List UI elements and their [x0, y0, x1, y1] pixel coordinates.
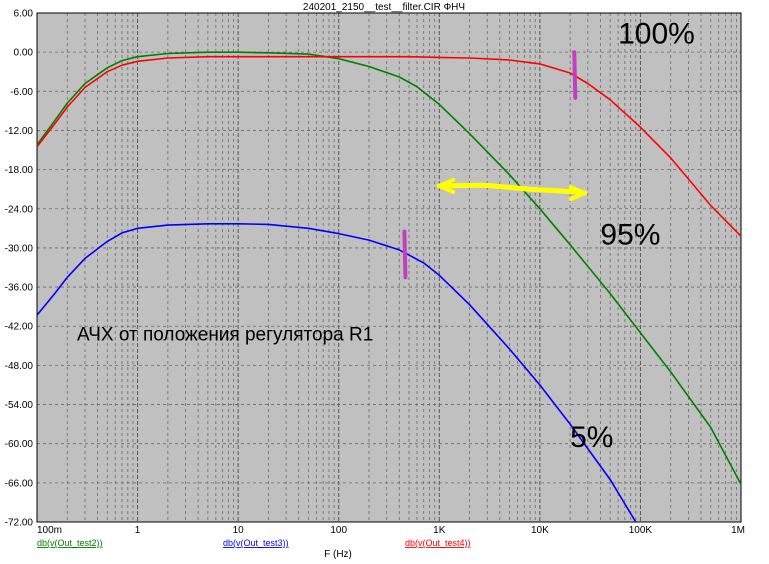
plot-area — [37, 13, 741, 522]
y-tick-label: -24.00 — [5, 204, 34, 215]
yellow-arrow-head-right — [568, 185, 587, 202]
purple-marker — [572, 50, 578, 100]
y-tick-label: -48.00 — [5, 361, 34, 372]
y-tick-label: -36.00 — [5, 283, 34, 294]
y-tick-label: 0.00 — [14, 48, 34, 59]
y-tick-label: -60.00 — [5, 439, 34, 450]
y-tick-label: -66.00 — [5, 478, 34, 489]
annotation-label: 5% — [570, 421, 613, 454]
y-tick-label: 6.00 — [14, 9, 34, 20]
annotation-label: АЧХ от положения регулятора R1 — [77, 325, 373, 346]
x-tick-label: 1 — [135, 525, 141, 536]
legend-item: db(v(Out_test3)) — [223, 538, 289, 548]
x-tick-label: 100K — [629, 525, 653, 536]
legend: db(v(Out_test2)) db(v(Out_test3)) db(v(Out… — [37, 538, 471, 548]
series-line — [36, 51, 742, 485]
annotation-label: 95% — [600, 219, 660, 252]
x-tick-label: 1K — [433, 525, 446, 536]
series-lines — [36, 51, 742, 523]
y-tick-label: -54.00 — [5, 400, 34, 411]
legend-item: db(v(Out_test2)) — [37, 538, 103, 548]
y-tick-label: -42.00 — [5, 322, 34, 333]
yellow-arrow-head-left — [437, 177, 456, 194]
axes: 6.00 0.00 -6.00 -12.00 -18.00 -24.00 -30.00 -36… — [5, 9, 745, 537]
annotations: 100% 95% 5% АЧХ от положения регулятора R1 — [77, 18, 695, 454]
grid — [36, 12, 742, 523]
x-tick-label: 10 — [233, 525, 245, 536]
y-tick-label: -6.00 — [10, 87, 33, 98]
y-tick-label: -30.00 — [5, 243, 34, 254]
y-tick-label: -12.00 — [5, 126, 34, 137]
window-title: 240201_2150__test__filter.CIR ФНЧ — [303, 2, 465, 13]
y-tick-label: -72.00 — [5, 518, 34, 529]
plot-frame — [36, 12, 742, 523]
x-tick-label: 100 — [330, 525, 347, 536]
x-axis-label: F (Hz) — [324, 549, 352, 560]
x-tick-label: 1M — [731, 525, 745, 536]
x-tick-label: 10K — [531, 525, 549, 536]
annotation-label: 100% — [618, 18, 695, 51]
series-line — [36, 223, 637, 523]
legend-item: db(v(Out_test4)) — [405, 538, 471, 548]
series-line — [36, 55, 742, 237]
x-tick-label: 100m — [37, 525, 62, 536]
purple-marker — [402, 229, 408, 280]
y-tick-label: -18.00 — [5, 165, 34, 176]
